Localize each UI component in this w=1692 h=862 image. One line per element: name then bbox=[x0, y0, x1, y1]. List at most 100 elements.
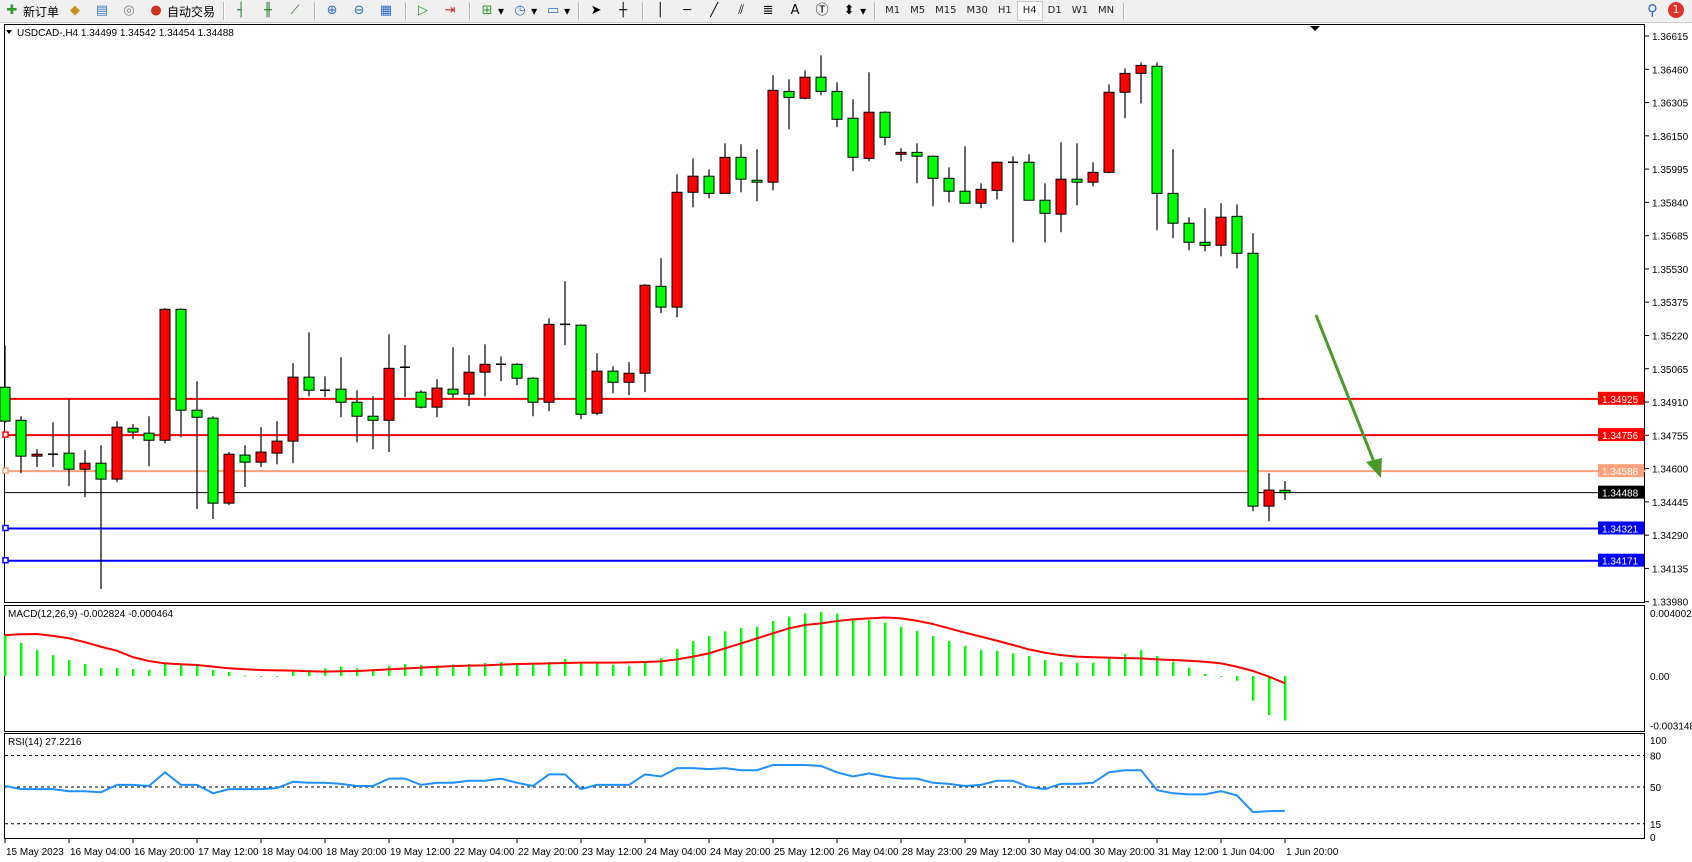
chart-shift-marker[interactable] bbox=[1310, 26, 1320, 31]
cursor-button[interactable]: ➤ bbox=[584, 1, 611, 21]
candle bbox=[255, 427, 267, 468]
signals-button[interactable]: ◎ bbox=[117, 1, 144, 21]
candle bbox=[1039, 183, 1051, 243]
timeframe-m30[interactable]: M30 bbox=[966, 5, 988, 16]
macd-histogram-bar bbox=[1172, 661, 1175, 677]
candle-body bbox=[1023, 161, 1035, 201]
price-tag bbox=[1598, 553, 1644, 567]
templates-button[interactable]: ▭ ▾ bbox=[546, 3, 571, 18]
templates-icon: ▭ bbox=[546, 3, 560, 18]
macd-histogram-bar bbox=[244, 675, 247, 677]
macd-histogram-bar bbox=[292, 670, 295, 677]
candle bbox=[863, 72, 875, 162]
trendline-button[interactable]: ╱ bbox=[702, 1, 729, 21]
line-chart-button[interactable]: ⟋ bbox=[283, 1, 310, 21]
macd-histogram-bar bbox=[1284, 676, 1287, 721]
macd-histogram-bar bbox=[228, 672, 231, 677]
text-label-button[interactable]: Ⓣ bbox=[810, 1, 837, 21]
periods-icon: ◷ bbox=[514, 3, 526, 18]
crosshair-button[interactable]: ┼ bbox=[611, 1, 638, 21]
auto-trading-button[interactable]: ● 自动交易 bbox=[144, 1, 219, 21]
candle-body bbox=[463, 371, 475, 395]
candle-body bbox=[1071, 178, 1083, 183]
macd-signal-line bbox=[4, 616, 1286, 685]
zoom-out-button[interactable]: ⊖ bbox=[347, 1, 374, 21]
bar-chart-button[interactable]: ┤ bbox=[229, 1, 256, 21]
autoscroll-icon: ▷ bbox=[418, 3, 429, 18]
candle bbox=[447, 347, 459, 399]
market-watch-button[interactable]: ◆ bbox=[63, 1, 90, 21]
text-button[interactable]: A bbox=[783, 1, 810, 21]
candle-body bbox=[175, 308, 187, 411]
rsi-pane-frame bbox=[4, 733, 1645, 839]
indicators-button[interactable]: ⊞ ▾ bbox=[475, 1, 508, 21]
candle bbox=[159, 308, 171, 444]
notification-icon[interactable]: 1 bbox=[1668, 2, 1684, 18]
equidistant-channel-button[interactable]: ⫽ bbox=[729, 1, 756, 21]
candle bbox=[431, 379, 443, 418]
candle-chart-button[interactable]: ╫ bbox=[256, 1, 283, 21]
line-handle[interactable] bbox=[2, 556, 9, 564]
candle bbox=[847, 99, 859, 172]
timeframe-h1[interactable]: H1 bbox=[997, 5, 1012, 16]
candle bbox=[79, 450, 91, 498]
fibonacci-button[interactable]: ≣ bbox=[756, 1, 783, 21]
search-icon[interactable]: ⚲ bbox=[1647, 1, 1658, 19]
trend-arrow[interactable] bbox=[1314, 314, 1382, 478]
autoscroll-button[interactable]: ▷ bbox=[411, 1, 438, 21]
arrow-line[interactable] bbox=[1314, 314, 1378, 468]
timeframe-m15[interactable]: M15 bbox=[935, 5, 957, 16]
chart-shift-icon: ⇥ bbox=[444, 3, 456, 18]
timeframe-d1[interactable]: D1 bbox=[1047, 5, 1062, 16]
candle bbox=[239, 445, 251, 488]
arrows-button[interactable]: ⬍ ▾ bbox=[837, 1, 870, 21]
candle-body bbox=[1119, 72, 1131, 93]
candle bbox=[15, 416, 27, 474]
arrow-head bbox=[1366, 458, 1382, 478]
vertical-line-button[interactable]: │ bbox=[648, 1, 675, 21]
time-label: 26 May 04:00 bbox=[838, 847, 899, 858]
text-icon: A bbox=[790, 3, 800, 18]
line-handle[interactable] bbox=[2, 431, 9, 438]
main-pane-frame bbox=[4, 24, 1645, 603]
macd-histogram-bar bbox=[452, 664, 455, 677]
timeframe-h4[interactable]: H4 bbox=[1016, 1, 1043, 21]
time-label: 24 May 04:00 bbox=[646, 847, 707, 858]
macd-histogram-bar bbox=[68, 659, 71, 677]
periods-button[interactable]: ◷ ▾ bbox=[508, 1, 541, 21]
collapse-triangle-icon[interactable] bbox=[6, 30, 12, 34]
navigator-button[interactable]: ▤ bbox=[90, 1, 117, 21]
horizontal-line-button[interactable]: ─ bbox=[675, 1, 702, 21]
macd-histogram-bar bbox=[420, 665, 423, 677]
candle bbox=[1231, 204, 1243, 269]
candle-body bbox=[95, 462, 107, 480]
timeframe-m1[interactable]: M1 bbox=[885, 5, 901, 16]
macd-histogram-bar bbox=[148, 670, 151, 677]
candle-body bbox=[735, 156, 747, 180]
candle-chart-icon: ╫ bbox=[264, 3, 272, 18]
macd-histogram-bar bbox=[1236, 676, 1239, 681]
macd-histogram-bar bbox=[932, 636, 935, 677]
chart-shift-button[interactable]: ⇥ bbox=[438, 1, 465, 21]
candle bbox=[703, 169, 715, 199]
candle-body bbox=[975, 188, 987, 204]
trendline-icon: ╱ bbox=[710, 3, 719, 18]
timeframe-m5[interactable]: M5 bbox=[910, 5, 926, 16]
new-order-button[interactable]: ✚ 新订单 bbox=[0, 1, 63, 21]
line-handle[interactable] bbox=[2, 524, 9, 532]
line-handle[interactable] bbox=[2, 467, 9, 474]
candle bbox=[496, 356, 506, 382]
navigator-icon: ▤ bbox=[95, 3, 109, 18]
candle bbox=[1247, 233, 1259, 512]
zoom-in-button[interactable]: ⊕ bbox=[320, 1, 347, 21]
macd-pane: 0.004002 0.00 -0.003148 bbox=[4, 609, 1692, 733]
candle-body bbox=[1263, 489, 1275, 507]
timeframe-w1[interactable]: W1 bbox=[1071, 5, 1088, 16]
price-tag-label: 1.34171 bbox=[1602, 557, 1639, 568]
tile-windows-button[interactable]: ▦ bbox=[374, 1, 401, 21]
macd-histogram-bar bbox=[84, 664, 87, 677]
separator bbox=[314, 2, 317, 20]
candle-body bbox=[15, 419, 27, 457]
timeframe-mn[interactable]: MN bbox=[1097, 5, 1115, 16]
